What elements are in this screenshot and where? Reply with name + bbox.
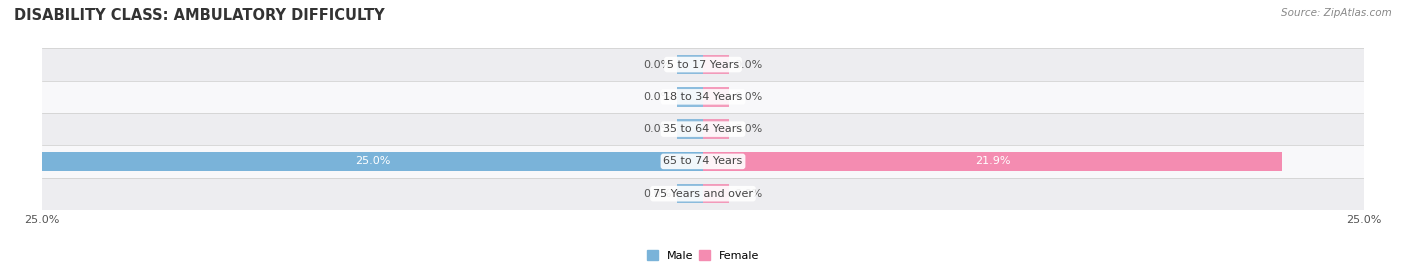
Text: 21.9%: 21.9%	[974, 156, 1010, 167]
Text: 65 to 74 Years: 65 to 74 Years	[664, 156, 742, 167]
Bar	[42, 178, 1364, 210]
Bar	[703, 55, 730, 74]
Text: 0.0%: 0.0%	[735, 92, 763, 102]
Bar	[42, 48, 1364, 81]
Bar	[42, 145, 1364, 178]
Text: 0.0%: 0.0%	[735, 124, 763, 134]
Bar	[676, 87, 703, 107]
Text: 0.0%: 0.0%	[643, 189, 671, 199]
Bar	[676, 119, 703, 139]
Bar	[703, 152, 1282, 171]
Bar	[42, 81, 1364, 113]
Text: 0.0%: 0.0%	[735, 59, 763, 70]
Legend: Male, Female: Male, Female	[647, 250, 759, 261]
Bar	[42, 152, 703, 171]
Text: 0.0%: 0.0%	[735, 189, 763, 199]
Text: 0.0%: 0.0%	[643, 59, 671, 70]
Bar	[703, 184, 730, 203]
Text: 18 to 34 Years: 18 to 34 Years	[664, 92, 742, 102]
Text: DISABILITY CLASS: AMBULATORY DIFFICULTY: DISABILITY CLASS: AMBULATORY DIFFICULTY	[14, 8, 385, 23]
Text: Source: ZipAtlas.com: Source: ZipAtlas.com	[1281, 8, 1392, 18]
Text: 0.0%: 0.0%	[643, 124, 671, 134]
Bar	[676, 184, 703, 203]
Bar	[42, 113, 1364, 145]
Text: 25.0%: 25.0%	[354, 156, 391, 167]
Text: 5 to 17 Years: 5 to 17 Years	[666, 59, 740, 70]
Text: 35 to 64 Years: 35 to 64 Years	[664, 124, 742, 134]
Bar	[676, 55, 703, 74]
Bar	[703, 119, 730, 139]
Bar	[703, 87, 730, 107]
Text: 0.0%: 0.0%	[643, 92, 671, 102]
Text: 75 Years and over: 75 Years and over	[652, 189, 754, 199]
